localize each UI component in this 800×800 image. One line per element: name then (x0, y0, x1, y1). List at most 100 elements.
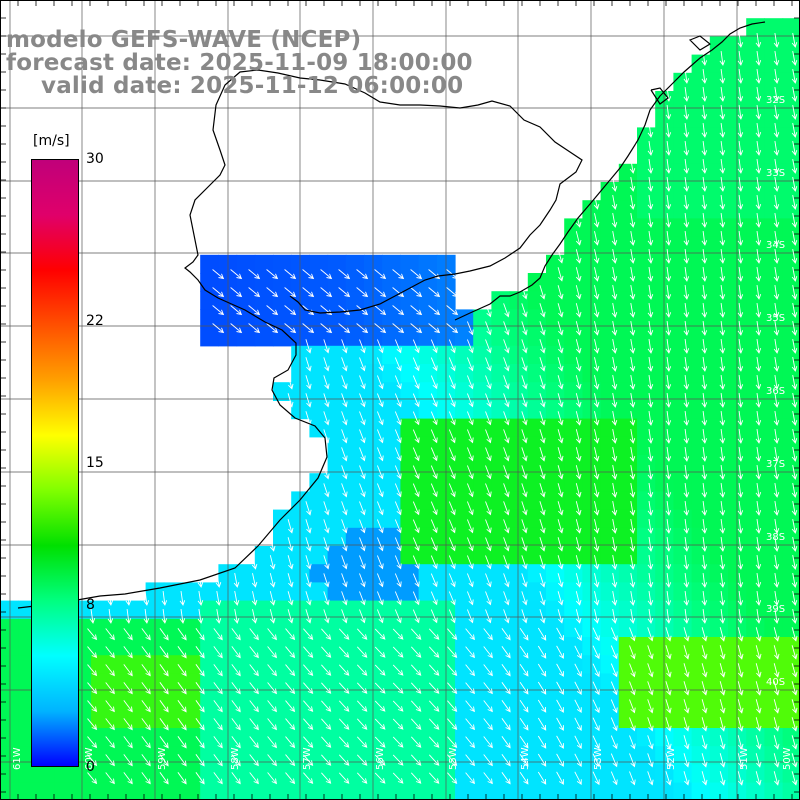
wind-speed-cell (273, 254, 292, 274)
wind-arrow (647, 627, 654, 642)
wind-speed-cell (618, 637, 638, 656)
wind-speed-cell (600, 582, 620, 602)
wind-speed-cell (691, 273, 711, 292)
wind-speed-cell (728, 691, 747, 711)
wind-arrow (501, 754, 511, 767)
wind-speed-cell (546, 309, 565, 329)
wind-speed-cell (709, 764, 729, 784)
wind-speed-cell (163, 691, 183, 711)
wind-arrow (321, 736, 332, 748)
wind-arrow (267, 628, 277, 641)
wind-speed-cell (546, 527, 565, 547)
wind-arrow (376, 591, 384, 606)
wind-arrow (195, 736, 205, 749)
wind-arrow (519, 645, 529, 659)
wind-speed-cell (709, 418, 729, 438)
wind-speed-cell (655, 200, 674, 219)
wind-arrow (701, 573, 708, 588)
wind-speed-cell (600, 691, 620, 711)
wind-speed-cell (728, 236, 747, 256)
wind-arrow (305, 537, 312, 552)
wind-speed-cell (655, 509, 674, 529)
wind-speed-cell (691, 364, 711, 383)
wind-speed-cell (564, 345, 583, 365)
wind-arrow (755, 357, 762, 372)
wind-speed-cell (527, 455, 547, 474)
wind-arrow (412, 339, 420, 354)
wind-arrow (773, 267, 780, 282)
wind-speed-cell (382, 491, 401, 511)
wind-arrow (521, 285, 528, 300)
wind-arrow (394, 357, 402, 372)
wind-speed-cell (127, 709, 147, 729)
wind-arrow (610, 699, 618, 714)
wind-speed-cell (382, 455, 401, 474)
wind-speed-cell (691, 527, 711, 547)
wind-arrow (701, 213, 708, 228)
wind-arrow (430, 501, 438, 516)
wind-speed-cell (764, 200, 784, 219)
wind-arrow (574, 681, 582, 696)
wind-arrow (737, 141, 744, 156)
wind-arrow (683, 429, 690, 444)
wind-speed-cell (418, 764, 438, 784)
wind-speed-cell (691, 182, 711, 201)
wind-speed-cell (600, 673, 620, 693)
wind-arrow (755, 573, 762, 588)
wind-arrow (791, 231, 798, 246)
wind-speed-cell (673, 764, 693, 784)
wind-arrow (701, 141, 708, 156)
wind-speed-cell (655, 418, 674, 438)
wind-speed-cell (273, 546, 292, 565)
wind-arrow (537, 753, 547, 767)
wind-arrow (719, 753, 726, 768)
wind-speed-cell (782, 728, 800, 747)
wind-speed-cell (691, 218, 711, 238)
wind-speed-cell (254, 291, 274, 310)
wind-speed-cell (709, 673, 729, 693)
wind-speed-cell (709, 109, 729, 128)
wind-speed-cell (709, 709, 729, 729)
wind-arrow (592, 771, 600, 786)
wind-speed-cell (673, 436, 693, 456)
wind-speed-cell (655, 655, 674, 674)
wind-speed-cell (764, 54, 784, 74)
wind-speed-cell (345, 436, 365, 456)
wind-speed-cell (673, 782, 693, 800)
wind-speed-cell (637, 673, 656, 693)
wind-arrow (287, 393, 294, 408)
wind-arrow (737, 681, 744, 696)
wind-arrow (773, 213, 780, 228)
wind-arrow (719, 321, 726, 336)
wind-arrow (539, 303, 546, 318)
wind-arrow (574, 771, 582, 786)
wind-arrow (683, 501, 690, 516)
wind-arrow (412, 393, 420, 408)
wind-speed-cell (564, 400, 583, 420)
wind-arrow (593, 267, 600, 282)
wind-arrow (233, 591, 240, 606)
wind-arrow (107, 609, 114, 624)
wind-arrow (105, 772, 115, 785)
wind-arrow (737, 339, 744, 354)
wind-arrow (556, 735, 564, 749)
wind-speed-cell (764, 473, 784, 492)
wind-speed-cell (618, 600, 638, 620)
wind-speed-cell (691, 54, 711, 74)
wind-arrow (610, 717, 618, 732)
wind-speed-cell (600, 709, 620, 729)
wind-arrow (665, 573, 672, 588)
wind-arrow (483, 646, 493, 659)
wind-arrow (791, 699, 798, 714)
wind-speed-cell (400, 382, 420, 401)
wind-arrow (539, 285, 546, 300)
wind-arrow (629, 519, 636, 534)
wind-arrow (629, 267, 636, 282)
longitude-labels: 61W 60W 59W 58W 57W 56W 55W 54W 53W 52W 51W 50W (12, 747, 793, 770)
wind-speed-cell (400, 527, 420, 547)
wind-arrow (141, 682, 151, 695)
wind-arrow (303, 628, 314, 641)
wind-speed-cell (382, 764, 401, 784)
wind-speed-cell (382, 418, 401, 438)
wind-speed-cell (673, 163, 693, 183)
